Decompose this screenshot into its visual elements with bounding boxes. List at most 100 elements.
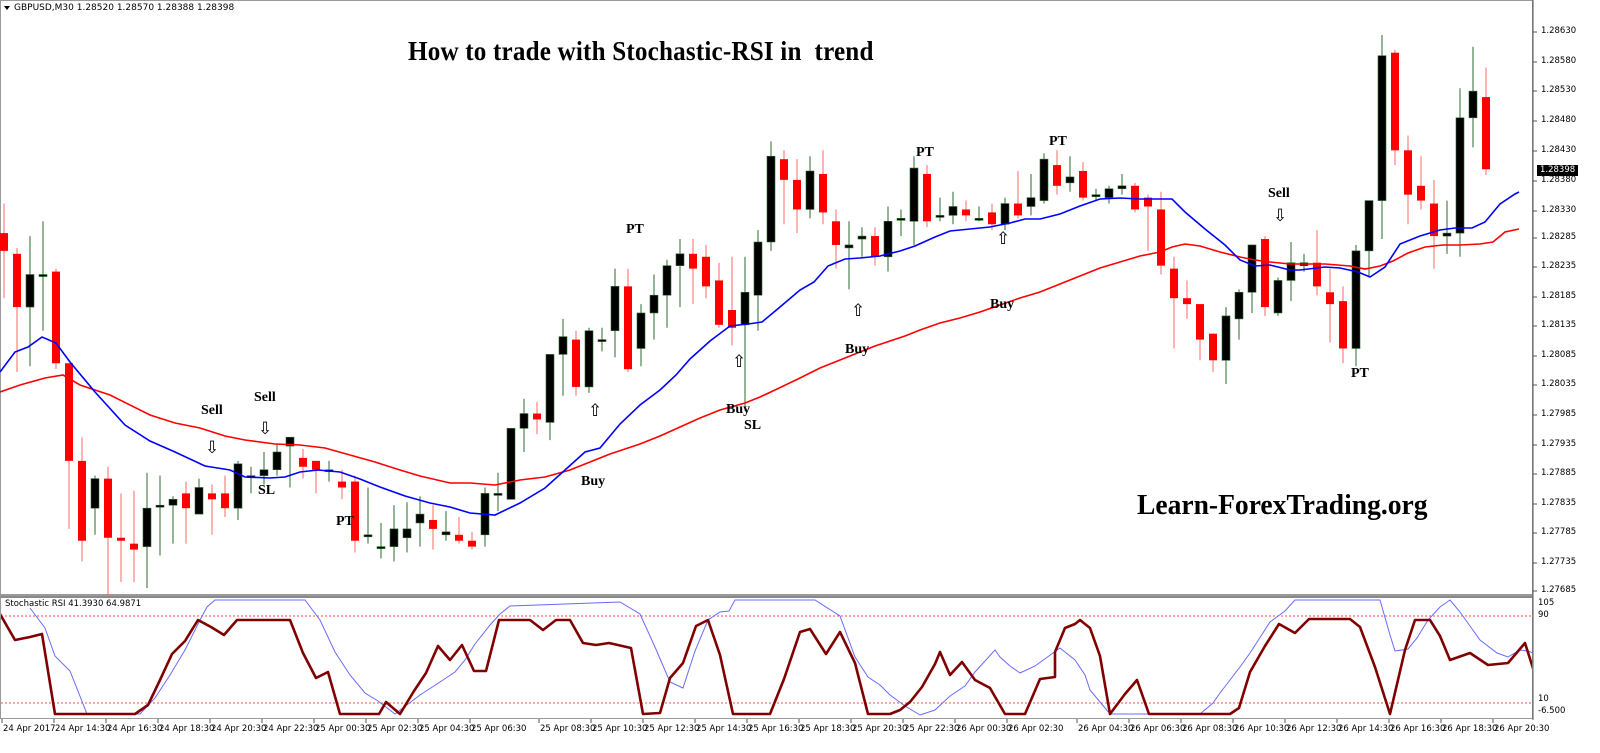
annotation-pt: PT	[916, 145, 934, 160]
price-axis-label: 1.28185	[1541, 291, 1577, 301]
arrow-up-icon: ⇧	[732, 352, 747, 372]
candle-body	[455, 534, 463, 541]
candle-body	[1079, 171, 1087, 198]
price-axis-label: 1.28035	[1541, 379, 1577, 389]
current-price-tag: 1.28398	[1537, 165, 1579, 176]
candle-body	[832, 221, 840, 245]
candle-body	[1468, 90, 1478, 119]
time-axis-label: 26 Apr 20:30	[1494, 724, 1550, 734]
annotation-pt: PT	[1351, 366, 1369, 381]
candle-body	[208, 493, 216, 500]
candle-body	[168, 499, 178, 506]
price-axis-label: 1.27985	[1541, 409, 1577, 419]
candle-body	[702, 256, 710, 287]
candle-body	[90, 478, 100, 509]
time-axis-label: 25 Apr 12:30	[644, 724, 700, 734]
candle-body	[78, 460, 86, 541]
candle-body	[974, 218, 984, 221]
price-axis-label: 1.28430	[1541, 145, 1577, 155]
candle-body	[909, 167, 919, 222]
collapse-triangle-icon[interactable]	[4, 5, 10, 10]
time-axis-label: 25 Apr 14:30	[696, 724, 752, 734]
price-axis-label: 1.27835	[1541, 498, 1577, 508]
price-axis-label: 1.28235	[1541, 261, 1577, 271]
candle-body	[338, 481, 346, 488]
annotation-buy: Buy	[990, 297, 1015, 312]
indicator-axis-label: 105	[1538, 598, 1555, 608]
time-axis-label: 24 Apr 20:30	[211, 724, 267, 734]
price-axis-label: 1.28530	[1541, 85, 1577, 95]
candle-body	[597, 339, 607, 342]
time-axis-label: 25 Apr 18:30	[800, 724, 856, 734]
time-axis-label: 25 Apr 16:30	[748, 724, 804, 734]
annotation-buy: Buy	[726, 402, 751, 417]
arrow-up-icon: ⇧	[588, 401, 603, 421]
candle-body	[1261, 239, 1269, 308]
time-axis-label: 26 Apr 12:30	[1286, 724, 1342, 734]
candle-body	[1039, 158, 1049, 201]
ma-slow-line	[0, 228, 1520, 486]
arrow-up-icon: ⇧	[851, 301, 866, 321]
annotation-pt: PT	[336, 514, 354, 529]
price-axis-label: 1.28135	[1541, 320, 1577, 330]
candle-body	[117, 537, 125, 541]
candle-body	[468, 540, 476, 547]
candle-body	[1183, 298, 1191, 305]
candle-body	[675, 253, 685, 266]
price-axis-label: 1.27885	[1541, 468, 1577, 478]
candle-body	[441, 531, 451, 536]
candle-body	[584, 330, 594, 388]
candle-body	[923, 173, 931, 222]
price-axis-label: 1.28580	[1541, 56, 1577, 66]
candle-body	[493, 493, 503, 496]
candle-body	[429, 520, 437, 529]
candle-body	[740, 291, 750, 326]
candle-body	[728, 310, 736, 328]
candle-body	[13, 253, 21, 308]
time-axis-label: 25 Apr 06:30	[471, 724, 527, 734]
candle-body	[299, 457, 307, 467]
candle-body	[155, 504, 165, 508]
time-axis-label: 24 Apr 2017	[3, 724, 56, 734]
candle-body	[871, 236, 879, 257]
price-axis-label: 1.27935	[1541, 439, 1577, 449]
candle-body	[1442, 232, 1452, 237]
chart-title: How to trade with Stochastic-RSI in tren…	[408, 36, 874, 66]
time-axis-label: 26 Apr 18:30	[1442, 724, 1498, 734]
candle-body	[1014, 203, 1022, 216]
indicator-label: Stochastic RSI 41.3930 64.9871	[5, 599, 142, 609]
time-axis-label: 25 Apr 04:30	[419, 724, 475, 734]
candle-body	[65, 363, 73, 461]
candle-body	[1234, 291, 1244, 320]
price-axis-label: 1.28480	[1541, 115, 1577, 125]
candle-body	[1313, 262, 1321, 287]
candle-body	[636, 312, 646, 349]
time-axis-label: 24 Apr 16:30	[107, 724, 163, 734]
candle-body	[1065, 176, 1075, 184]
annotation-buy: Buy	[581, 474, 606, 489]
candle-body	[233, 463, 243, 509]
candle-body	[753, 241, 763, 296]
candle-body	[572, 339, 580, 387]
time-axis-label: 25 Apr 00:30	[315, 724, 371, 734]
candle-body	[1104, 188, 1114, 198]
price-axis-label: 1.28380	[1541, 175, 1577, 185]
annotation-pt: PT	[626, 222, 644, 237]
watermark: Learn-ForexTrading.org	[1137, 489, 1428, 521]
arrow-down-icon: ⇩	[205, 438, 220, 458]
price-axis-label: 1.28285	[1541, 232, 1577, 242]
candle-body	[948, 206, 958, 216]
time-axis-label: 26 Apr 00:30	[956, 724, 1012, 734]
candle-body	[610, 286, 620, 332]
candle-body	[0, 233, 8, 251]
candle-body	[1026, 197, 1036, 207]
time-axis-label: 26 Apr 08:30	[1182, 724, 1238, 734]
candle-body	[988, 212, 996, 225]
candle-body	[1000, 203, 1010, 225]
price-axis-label: 1.28330	[1541, 205, 1577, 215]
candle-body	[259, 469, 269, 476]
candle-body	[363, 534, 373, 538]
indicator-axis-label: 10	[1538, 694, 1549, 704]
time-axis-label: 24 Apr 18:30	[159, 724, 215, 734]
